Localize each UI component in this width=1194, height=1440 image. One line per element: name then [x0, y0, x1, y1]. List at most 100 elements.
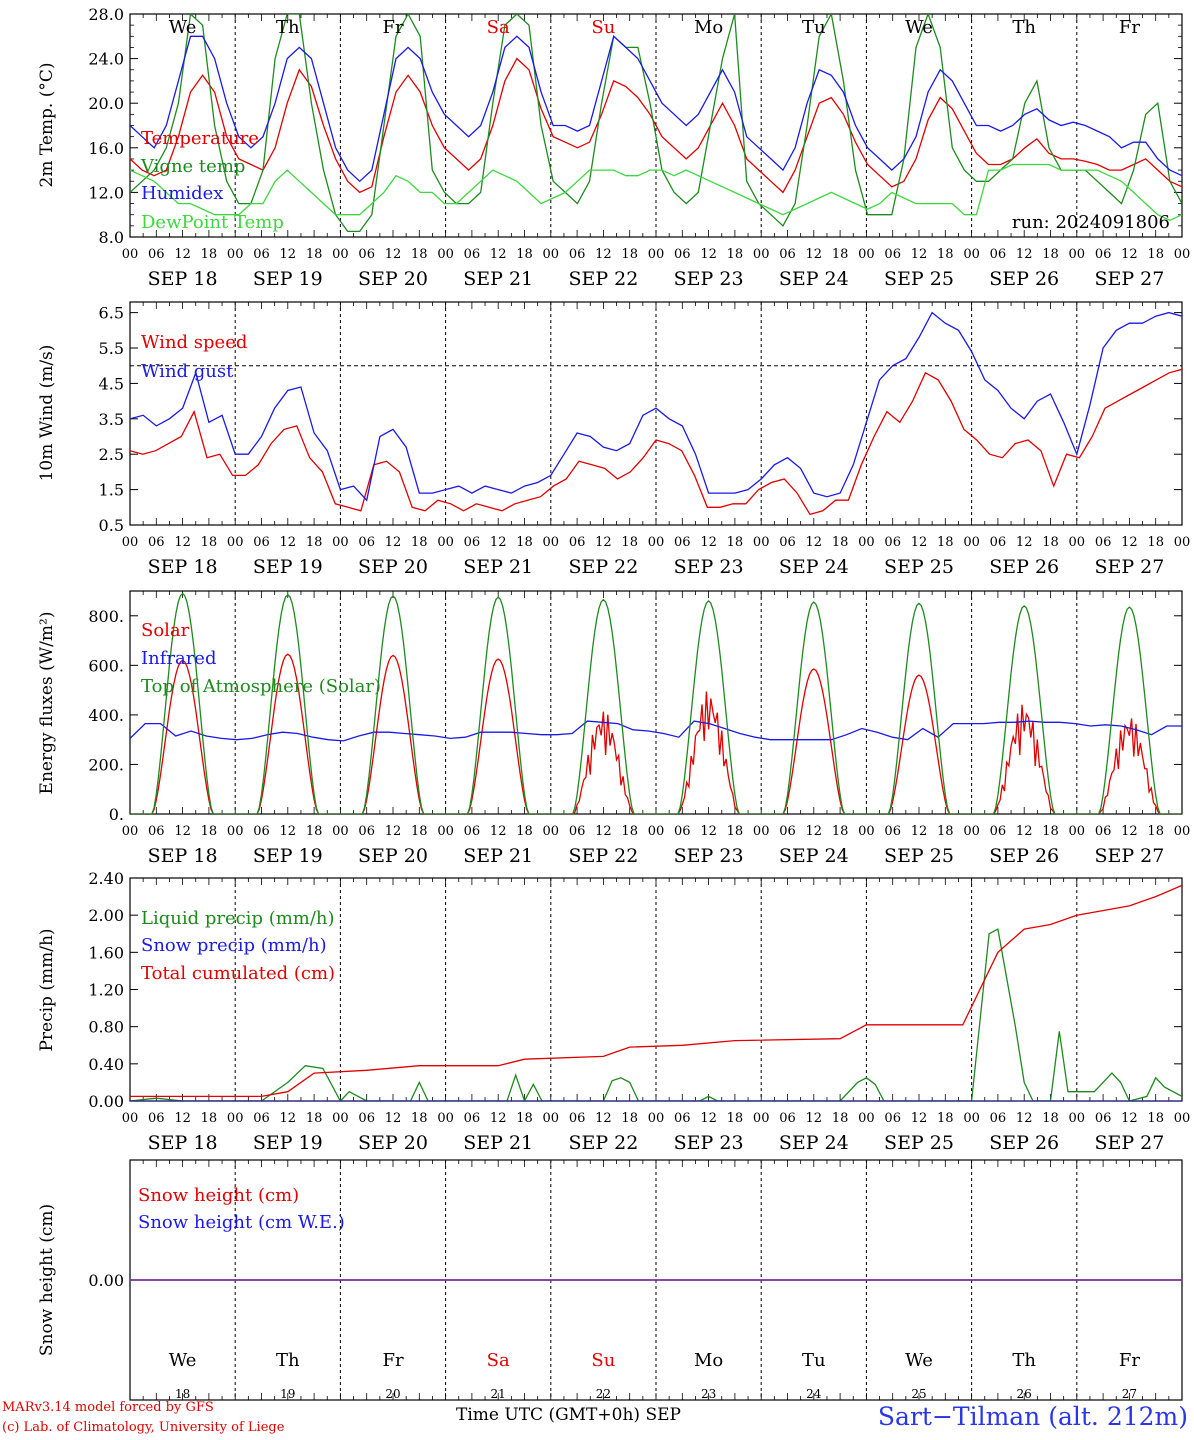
y-tick-label: 24.0	[88, 50, 124, 69]
weekday-label: Fr	[382, 17, 403, 38]
hour-label: 06	[990, 535, 1007, 550]
hour-label: 18	[727, 247, 744, 262]
date-label: SEP 27	[1094, 845, 1164, 867]
hour-label: 06	[884, 824, 901, 839]
y-tick-label: 200.	[88, 755, 124, 774]
hour-label: 12	[700, 535, 717, 550]
legend-entry: DewPoint Temp	[141, 212, 284, 233]
hour-label: 06	[1095, 535, 1112, 550]
hour-label: 12	[1016, 247, 1033, 262]
date-label: SEP 23	[674, 1132, 744, 1154]
hour-label: 12	[280, 247, 297, 262]
hour-label: 00	[1069, 824, 1086, 839]
date-label: SEP 22	[568, 268, 638, 290]
hour-label: 00	[122, 247, 139, 262]
hour-label: 18	[411, 824, 428, 839]
hour-label: 06	[148, 824, 165, 839]
y-tick-label: 0.00	[88, 1271, 124, 1290]
hour-label: 18	[1147, 1111, 1164, 1126]
day-number: 21	[491, 1387, 506, 1401]
date-label: SEP 20	[358, 1132, 428, 1154]
hour-label: 18	[516, 247, 533, 262]
hour-label: 12	[1121, 535, 1138, 550]
weekday-label: Su	[591, 17, 615, 38]
hour-label: 00	[1069, 535, 1086, 550]
y-tick-label: 3.5	[99, 410, 124, 429]
date-label: SEP 19	[253, 268, 323, 290]
y-tick-label: 0.80	[88, 1018, 124, 1037]
hour-label: 18	[1147, 535, 1164, 550]
day-number: 19	[280, 1387, 295, 1401]
hour-label: 00	[1174, 1111, 1191, 1126]
hour-label: 06	[1095, 247, 1112, 262]
hour-label: 18	[937, 824, 954, 839]
hour-label: 00	[543, 1111, 560, 1126]
hour-label: 06	[884, 535, 901, 550]
hour-label: 18	[1042, 1111, 1059, 1126]
date-label: SEP 23	[674, 845, 744, 867]
hour-label: 18	[411, 1111, 428, 1126]
weekday-label: Th	[1012, 1350, 1036, 1371]
hour-label: 06	[990, 1111, 1007, 1126]
hour-label: 06	[569, 247, 586, 262]
hour-label: 18	[411, 535, 428, 550]
hour-label: 00	[122, 535, 139, 550]
hour-label: 12	[174, 1111, 191, 1126]
hour-label: 00	[227, 824, 244, 839]
hour-label: 06	[990, 824, 1007, 839]
hour-label: 00	[122, 824, 139, 839]
hour-label: 18	[1147, 247, 1164, 262]
weekday-label: Tu	[802, 1350, 826, 1371]
hour-label: 18	[201, 1111, 218, 1126]
hour-label: 00	[858, 1111, 875, 1126]
hour-label: 06	[148, 535, 165, 550]
hour-label: 18	[1042, 535, 1059, 550]
hour-label: 06	[253, 247, 270, 262]
hour-label: 00	[753, 824, 770, 839]
legend-entry: Wind speed	[141, 332, 247, 353]
y-tick-label: 0.40	[88, 1055, 124, 1074]
hour-label: 18	[411, 247, 428, 262]
hour-label: 18	[727, 535, 744, 550]
hour-label: 12	[1121, 247, 1138, 262]
date-label: SEP 24	[779, 1132, 849, 1154]
day-number: 25	[911, 1387, 926, 1401]
hour-label: 12	[700, 247, 717, 262]
y-tick-label: 2.00	[88, 906, 124, 925]
date-label: SEP 25	[884, 556, 954, 578]
hour-label: 00	[753, 535, 770, 550]
hour-label: 18	[621, 535, 638, 550]
legend-entry: Top of Atmosphere (Solar)	[141, 676, 381, 697]
y-tick-label: 1.5	[99, 481, 124, 500]
lab-credit: (c) Lab. of Climatology, University of L…	[2, 1420, 285, 1435]
hour-label: 00	[543, 824, 560, 839]
hour-label: 12	[595, 535, 612, 550]
hour-label: 00	[753, 1111, 770, 1126]
hour-label: 06	[358, 824, 375, 839]
hour-label: 00	[648, 824, 665, 839]
legend-entry: Vigne temp	[140, 156, 245, 177]
hour-label: 12	[490, 535, 507, 550]
date-label: SEP 27	[1094, 1132, 1164, 1154]
legend-entry: Snow height (cm W.E.)	[138, 1212, 345, 1233]
hour-label: 06	[253, 1111, 270, 1126]
y-axis-title: 2m Temp. (°C)	[37, 62, 57, 187]
hour-label: 18	[306, 1111, 323, 1126]
hour-label: 06	[674, 824, 691, 839]
weekday-label: Sa	[487, 1350, 510, 1371]
hour-label: 18	[832, 535, 849, 550]
hour-label: 12	[385, 247, 402, 262]
y-tick-label: 6.5	[99, 304, 124, 323]
hour-label: 06	[358, 247, 375, 262]
hour-label: 12	[911, 824, 928, 839]
weekday-label: We	[169, 17, 197, 38]
series-line-top-of-atmosphere-solar-	[130, 592, 1182, 814]
time-axis-title: Time UTC (GMT+0h) SEP	[456, 1405, 681, 1425]
hour-label: 12	[806, 824, 823, 839]
date-label: SEP 22	[568, 1132, 638, 1154]
legend-entry: Temperature	[141, 128, 259, 149]
hour-label: 00	[963, 1111, 980, 1126]
hour-label: 18	[832, 247, 849, 262]
hour-label: 00	[753, 247, 770, 262]
